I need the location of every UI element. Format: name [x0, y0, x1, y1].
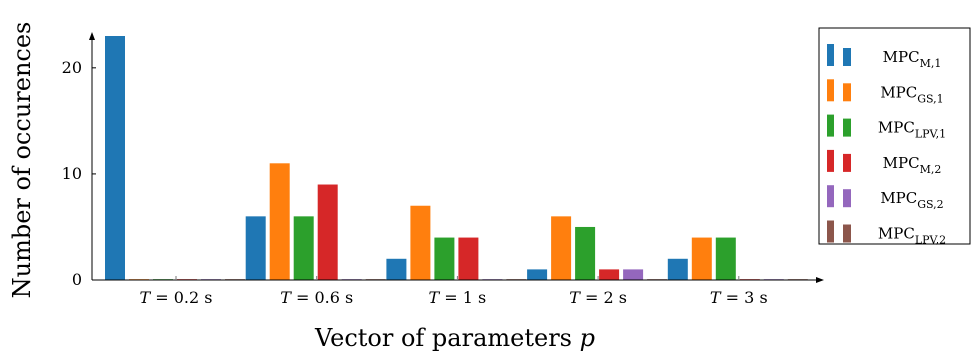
y-axis-title: Number of occurences	[8, 22, 36, 299]
bar-m-1-4	[527, 269, 548, 280]
x-tick-label: T = 2 s	[569, 288, 627, 307]
legend-swatch	[827, 114, 834, 137]
bar-gs-1-3	[410, 205, 431, 280]
bar-lpv-1-5	[715, 237, 736, 280]
legend-swatch	[827, 44, 834, 66]
bar-gs-1-2	[269, 163, 290, 280]
legend-swatch	[827, 149, 834, 172]
legend-entry-label: MPCM,2	[883, 154, 942, 176]
legend-swatch	[843, 83, 851, 102]
y-tick-label: 10	[62, 164, 82, 183]
legend-entry-label: MPCLPV,2	[878, 225, 946, 247]
legend-swatch	[843, 189, 851, 208]
y-tick-label: 0	[72, 270, 82, 289]
x-tick-label: T = 0.6 s	[280, 288, 353, 307]
bar-m-2-4	[599, 269, 620, 280]
bar-m-1-2	[245, 216, 266, 280]
legend-swatch	[827, 185, 834, 208]
x-tick-label: T = 3 s	[710, 288, 768, 307]
bar-m-1-3	[386, 258, 407, 280]
legend-swatch	[843, 224, 851, 243]
legend-entry-label: MPCGS,1	[880, 83, 943, 105]
x-axis-title: Vector of parameters p	[314, 324, 595, 352]
bar-m-2-3	[458, 237, 479, 280]
legend-entry-label: MPCLPV,1	[878, 119, 946, 141]
bar-m-2-2	[317, 184, 338, 280]
legend-swatch	[843, 118, 851, 137]
bar-lpv-1-3	[434, 237, 455, 280]
bar-m-1-5	[667, 258, 688, 280]
legend-swatch	[843, 48, 851, 66]
bar-m-1-1	[105, 36, 125, 280]
bar-gs-1-5	[691, 237, 712, 280]
bar-gs-2-4	[623, 269, 644, 280]
legend-entry-label: MPCGS,2	[880, 189, 943, 211]
legend-swatch	[843, 153, 851, 172]
x-tick-label: T = 0.2 s	[140, 288, 213, 307]
legend-entry-label: MPCM,1	[883, 48, 942, 70]
x-tick-label: T = 1 s	[429, 288, 487, 307]
legend-swatch	[827, 79, 834, 102]
y-tick-label: 20	[62, 58, 82, 77]
legend-swatch	[827, 220, 834, 243]
legend: MPCM,1 MPCGS,1 MPCLPV,1 MPCM,2 MPCGS,2 MPCLPV…	[818, 27, 971, 247]
x-axis-arrow	[816, 277, 824, 283]
y-axis-arrow	[89, 32, 95, 40]
bar-lpv-1-4	[575, 226, 596, 280]
bar-lpv-1-2	[293, 216, 314, 280]
bar-gs-1-4	[551, 216, 572, 280]
axes: 0 10 20 T = 0.2 s T = 0.6 s T = 1 s T = 2 s T =…	[62, 32, 824, 307]
plot-area	[105, 36, 808, 280]
